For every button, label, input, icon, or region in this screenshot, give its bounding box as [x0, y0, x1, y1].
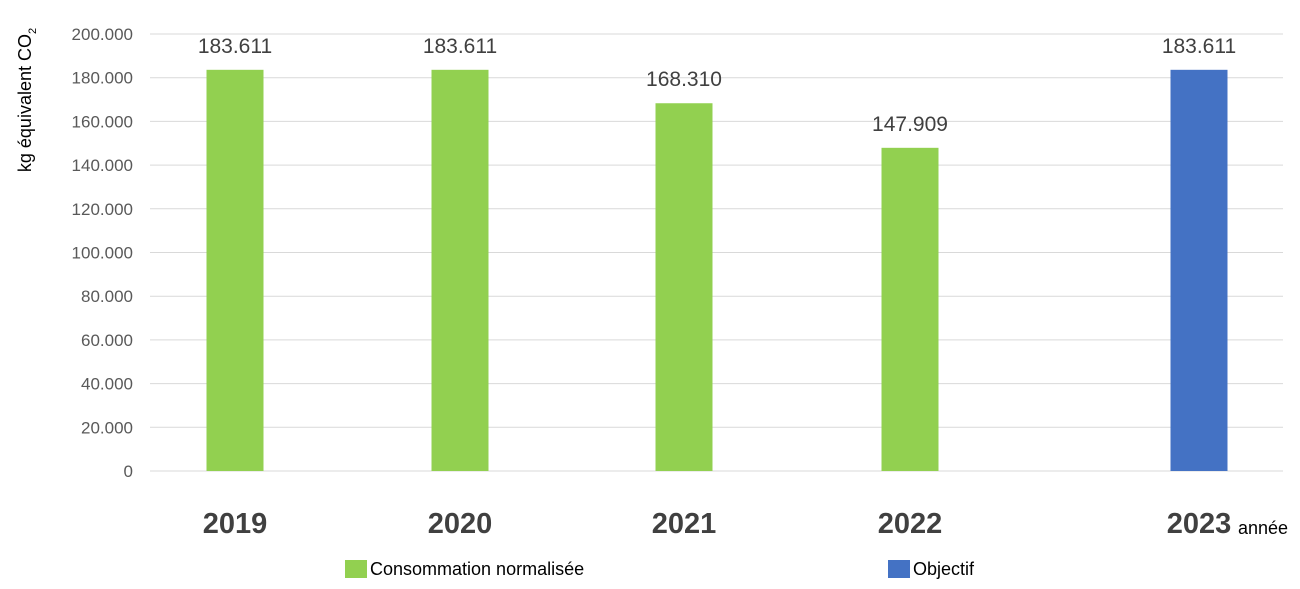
bar [431, 69, 489, 471]
y-tick-label: 200.000 [72, 25, 133, 44]
x-tick-label: 2022 [878, 508, 943, 540]
y-tick-label: 140.000 [72, 156, 133, 175]
y-tick-label: 80.000 [81, 287, 133, 306]
y-tick-label: 20.000 [81, 418, 133, 437]
bar [881, 147, 939, 471]
data-label: 147.909 [872, 113, 948, 136]
bar [655, 103, 713, 472]
y-axis-title-text: kg équivalent CO [15, 34, 36, 173]
bar [1170, 69, 1228, 471]
y-tick-label: 40.000 [81, 375, 133, 394]
y-tick-label: 0 [124, 462, 133, 481]
x-axis-title: année [1238, 518, 1289, 538]
y-tick-label: 100.000 [72, 244, 133, 263]
legend-item-objectif: Objectif [888, 558, 974, 580]
data-label: 183.611 [423, 35, 497, 58]
y-tick-label: 180.000 [72, 69, 133, 88]
y-axis-title: kg équivalent CO2 [15, 28, 39, 172]
x-tick-label: 2021 [652, 508, 717, 540]
legend-item-consommation: Consommation normalisée [345, 558, 584, 580]
legend-swatch-consommation [345, 560, 367, 578]
x-tick-label: 2023 [1167, 508, 1232, 540]
y-tick-label: 160.000 [72, 112, 133, 131]
y-axis-title-subscript: 2 [26, 27, 39, 35]
data-label: 183.611 [1162, 35, 1236, 58]
legend-label-consommation: Consommation normalisée [370, 558, 585, 579]
legend-swatch-objectif [888, 560, 910, 578]
y-tick-label: 60.000 [81, 331, 133, 350]
data-label: 168.310 [646, 68, 722, 91]
legend-label-objectif: Objectif [913, 558, 975, 579]
x-tick-label: 2019 [203, 508, 268, 540]
bar [206, 69, 264, 471]
x-tick-label: 2020 [428, 508, 493, 540]
data-label: 183.611 [198, 35, 272, 58]
y-tick-label: 120.000 [72, 200, 133, 219]
